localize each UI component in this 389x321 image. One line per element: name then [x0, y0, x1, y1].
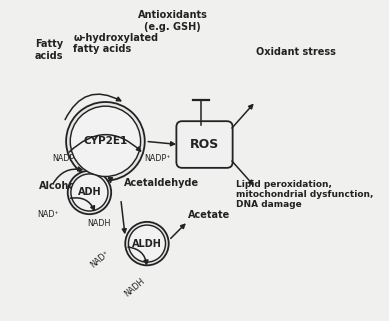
Circle shape [71, 174, 108, 211]
Text: CYP2E1: CYP2E1 [83, 136, 128, 146]
Text: Lipid peroxidation,
mitochondrial dysfunction,
DNA damage: Lipid peroxidation, mitochondrial dysfun… [237, 180, 374, 210]
Text: ADH: ADH [78, 187, 101, 197]
Text: Oxidant stress: Oxidant stress [256, 47, 336, 57]
Text: NAD⁺: NAD⁺ [38, 210, 60, 219]
Text: NADH: NADH [123, 277, 146, 299]
Text: ALDH: ALDH [132, 239, 162, 248]
Text: ROS: ROS [190, 138, 219, 151]
Circle shape [125, 222, 169, 265]
Text: NADPH: NADPH [53, 154, 81, 163]
Text: Alcohol: Alcohol [39, 181, 79, 191]
Circle shape [66, 102, 145, 181]
Circle shape [70, 106, 140, 177]
Text: Acetate: Acetate [188, 210, 230, 220]
Text: NADH: NADH [88, 219, 111, 228]
Text: ω-hydroxylated
fatty acids: ω-hydroxylated fatty acids [74, 33, 159, 54]
Text: NADP⁺: NADP⁺ [144, 154, 170, 163]
Text: Fatty
acids: Fatty acids [35, 39, 64, 61]
Circle shape [128, 225, 165, 262]
Text: Acetaldehyde: Acetaldehyde [124, 178, 199, 188]
Text: NAD⁺: NAD⁺ [88, 249, 111, 270]
Circle shape [68, 171, 111, 214]
FancyBboxPatch shape [176, 121, 233, 168]
Text: Antioxidants
(e.g. GSH): Antioxidants (e.g. GSH) [138, 10, 207, 32]
